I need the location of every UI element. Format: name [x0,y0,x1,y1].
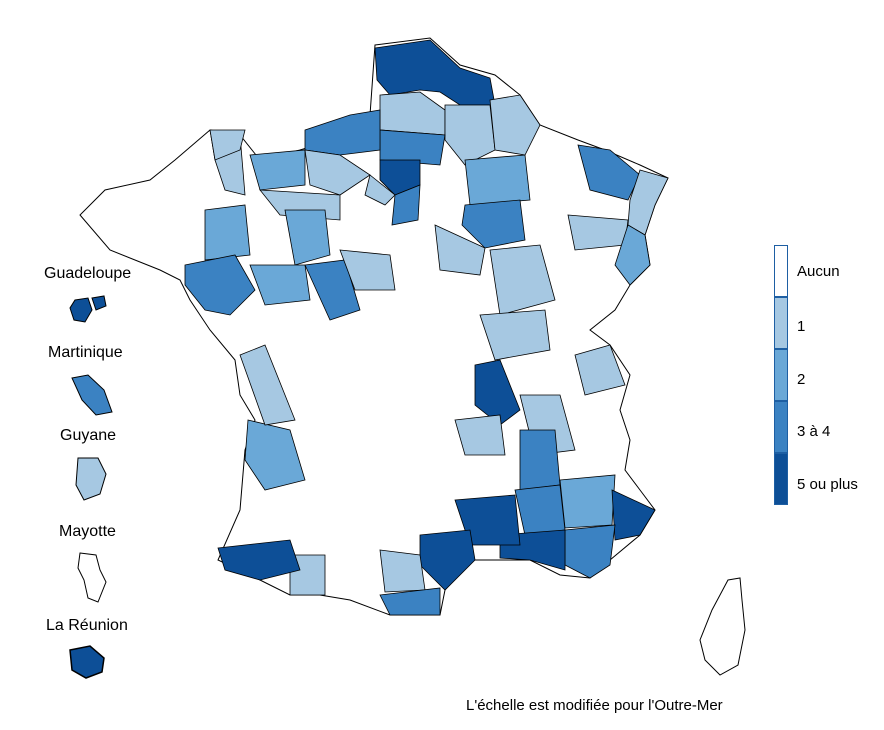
label-mayotte: Mayotte [59,523,116,540]
legend-label-2: 2 [797,371,806,388]
dept-savoie [574,344,626,396]
scale-note: L'échelle est modifiée pour l'Outre-Mer [466,697,723,714]
dept-haut-rhin [614,224,651,286]
guyane-shape [75,457,107,501]
dept-gard [454,494,521,546]
dept-loiret [339,249,396,291]
dept-hautes-alpes [559,474,616,529]
dept-loire [454,414,506,456]
legend-label-1: 1 [797,318,806,335]
label-reunion: La Réunion [46,617,128,634]
reunion-shape [69,645,105,679]
label-guyane: Guyane [60,427,117,444]
legend-label-3-4: 3 à 4 [797,423,831,440]
legend-swatch-2 [774,349,788,401]
dept-drome [519,429,561,491]
dept-mayenne [284,209,331,266]
guadeloupe-shape [69,295,107,323]
dept-pyrenees-orientales [379,587,441,616]
dept-charente-maritime [239,344,296,426]
legend-swatch-aucun [774,245,788,297]
legend-label-5plus: 5 ou plus [797,476,858,493]
legend-swatch-3-4 [774,401,788,453]
mayotte-shape [77,552,107,603]
dept-aude [379,549,426,593]
martinique-shape [71,374,113,416]
label-martinique: Martinique [48,344,123,361]
dept-yonne [434,224,486,276]
dept-yvelines [364,174,396,206]
dept-calvados [249,149,306,191]
legend-label-aucun: Aucun [797,263,840,280]
legend-swatch-1 [774,297,788,349]
dept-finistere [209,129,246,161]
legend [774,245,788,505]
dept-seine-maritime [304,109,381,156]
dept-indre-et-loire [304,259,361,321]
dept-ille-et-vilaine [204,204,251,261]
dept-alpes-maritimes [611,489,656,541]
corsica-outline [699,577,746,676]
dept-pyrenees-atlantiques [217,539,301,581]
dept-essonne [391,184,421,226]
dept-eure [304,149,371,196]
dept-rhone [474,359,521,426]
dept-aisne [444,104,496,166]
dept-aube [461,199,526,249]
legend-swatch-5plus [774,453,788,505]
dept-cote-dor [489,244,556,316]
dept-loire-atlantique [184,254,256,316]
dept-ardennes [489,94,541,156]
dept-saone-et-loire [479,309,551,361]
label-guadeloupe: Guadeloupe [44,265,132,282]
dept-gironde [244,419,306,491]
dept-marne [464,154,531,206]
dept-vosges [567,214,629,251]
dept-maine-et-loire [249,264,311,306]
